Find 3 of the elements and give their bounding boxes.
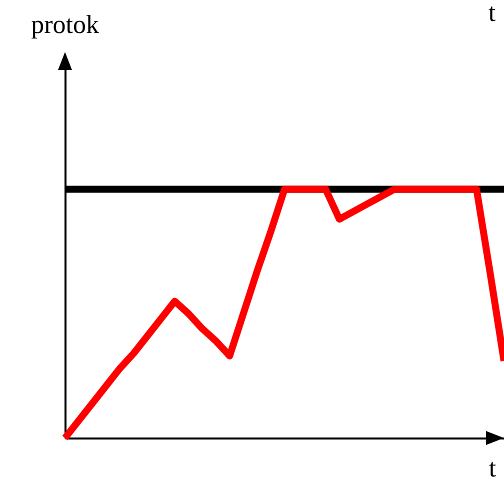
text: t (488, 0, 496, 27)
text: protok (31, 10, 99, 39)
x-axis-title: t (488, 454, 497, 482)
